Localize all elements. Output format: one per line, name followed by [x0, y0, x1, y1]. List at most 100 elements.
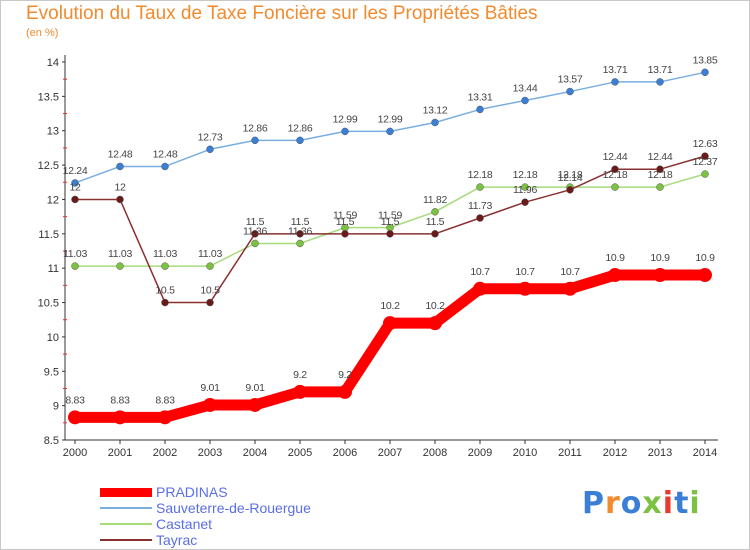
data-label: 12.18	[513, 169, 538, 181]
x-tick-label: 2001	[108, 447, 132, 459]
data-label: 12.44	[648, 151, 673, 163]
data-point	[386, 127, 394, 136]
proxiti-logo: Proxiti	[582, 486, 701, 521]
data-label: 10.5	[155, 285, 175, 297]
data-label: 11.59	[333, 210, 357, 222]
logo-letter: i	[689, 486, 701, 521]
data-point	[296, 136, 304, 145]
data-point	[476, 183, 484, 191]
legend-label-pradinas: PRADINAS	[156, 484, 228, 500]
logo-letter: P	[582, 486, 605, 521]
data-label: 9.01	[200, 382, 220, 394]
data-label: 8.83	[110, 394, 130, 406]
data-point	[656, 78, 664, 86]
x-tick-label: 2009	[468, 447, 492, 459]
data-label: 12.18	[603, 169, 628, 181]
data-point	[386, 230, 394, 238]
data-point	[161, 262, 169, 270]
data-label: 10.9	[695, 252, 715, 264]
unit-label: (en %)	[26, 27, 59, 39]
data-point	[476, 214, 484, 222]
data-label: 12.18	[558, 169, 583, 181]
data-point	[161, 298, 169, 307]
data-point	[68, 410, 82, 425]
data-label: 11.36	[243, 225, 267, 237]
data-label: 10.7	[515, 266, 535, 278]
legend-label-castanet: Castanet	[156, 516, 213, 532]
data-point	[521, 198, 529, 206]
legend-label-sauveterre: Sauveterre-de-Rouergue	[156, 500, 311, 516]
x-tick-label: 2014	[693, 447, 717, 459]
logo-letter: r	[605, 486, 621, 521]
x-tick-label: 2002	[153, 447, 177, 459]
data-point	[521, 183, 529, 191]
data-point	[383, 316, 397, 331]
data-point	[206, 262, 214, 270]
data-label: 9.2	[338, 369, 352, 381]
data-point	[251, 239, 259, 248]
data-label: 11.5	[336, 216, 355, 228]
legend-swatch-sauveterre	[100, 507, 152, 509]
y-tick-label: 9	[53, 401, 59, 413]
x-tick-label: 2003	[198, 447, 222, 459]
data-label: 12.73	[198, 131, 223, 143]
data-point	[566, 87, 574, 96]
data-label: 12.44	[603, 151, 628, 163]
y-tick-label: 13.5	[38, 91, 59, 103]
data-point	[203, 397, 217, 412]
logo-letter: o	[620, 486, 643, 521]
logo-letter: i	[662, 486, 675, 521]
data-point	[701, 152, 709, 160]
y-tick-label: 8.5	[44, 435, 59, 447]
data-label: 11.03	[108, 248, 132, 260]
data-point	[113, 410, 127, 425]
data-point	[116, 162, 124, 171]
data-point	[476, 105, 484, 114]
x-tick-label: 2005	[288, 447, 312, 459]
data-point	[341, 230, 349, 238]
data-label: 12.48	[153, 148, 178, 160]
data-point	[248, 397, 262, 412]
data-point	[158, 410, 172, 425]
data-label: 12.99	[378, 113, 403, 125]
data-point	[341, 127, 349, 136]
data-label: 12.63	[693, 138, 718, 150]
data-label: 11.59	[378, 210, 402, 222]
y-tick-label: 14	[47, 57, 59, 69]
legend-swatch-tayrac	[100, 539, 152, 541]
data-label: 10.9	[650, 252, 670, 264]
x-tick-label: 2006	[333, 447, 357, 459]
data-label: 13.44	[513, 82, 538, 94]
data-label: 12	[114, 181, 126, 193]
data-point	[563, 281, 577, 296]
data-point	[611, 78, 619, 86]
legend-swatch-castanet	[100, 523, 152, 525]
data-label: 11.36	[288, 225, 312, 237]
data-label: 12.86	[288, 122, 313, 134]
data-point	[566, 186, 574, 194]
data-point	[296, 230, 304, 238]
logo-letter: t	[674, 486, 690, 521]
y-tick-label: 12.5	[38, 160, 59, 172]
data-label: 10.5	[200, 285, 220, 297]
x-tick-label: 2011	[558, 447, 582, 459]
data-label: 13.57	[558, 74, 583, 86]
legend-swatch-pradinas	[100, 488, 152, 497]
data-point	[518, 281, 532, 296]
data-point	[293, 384, 307, 399]
data-label: 9.01	[245, 382, 265, 394]
data-point	[653, 268, 667, 283]
x-tick-label: 2004	[243, 447, 267, 459]
data-label: 13.12	[423, 104, 448, 116]
x-tick-label: 2007	[378, 447, 402, 459]
data-label: 11.5	[381, 216, 400, 228]
data-point	[611, 165, 619, 173]
y-tick-label: 11	[48, 263, 59, 275]
data-label: 8.83	[65, 394, 85, 406]
x-tick-label: 2012	[603, 447, 627, 459]
data-point	[428, 316, 442, 331]
data-label: 12.86	[243, 122, 268, 134]
data-label: 11.5	[246, 216, 265, 228]
data-point	[206, 145, 214, 154]
